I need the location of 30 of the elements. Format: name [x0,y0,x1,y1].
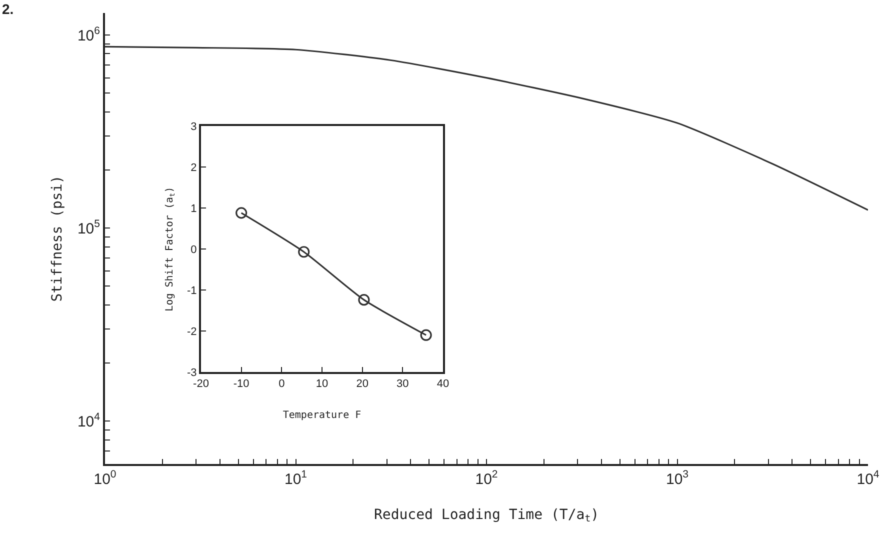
x-tick-label: -10 [233,378,250,390]
y-tick-label: -2 [187,326,197,338]
y-tick-label: 10$^{5}$ [77,218,100,238]
point [420,329,432,341]
x-tick-label: 20 [356,378,368,390]
y-tick-label: 2 [190,162,197,174]
y-tick-label: 3 [190,120,197,133]
x-tick-label: 40 [436,378,450,390]
x-tick-label: 10 [316,378,328,390]
x-tick-label: -20 [193,378,209,390]
x-axis-title: Reduced Loading Time (T/a$_{t}$) [374,506,600,525]
y-tick-label: -3 [187,366,197,379]
x-tick-label: 10$^{0}$ [94,468,116,488]
text: 2. [2,1,14,17]
x-tick-label: 10$^{2}$ [475,468,498,488]
y-tick-label: -1 [187,284,197,297]
y-tick-label: 1 [190,202,197,215]
x-tick-label: 30 [396,378,409,390]
y-tick-label: 10$^{6}$ [77,24,100,44]
x-tick-label: 10$^{4}$ [856,468,880,488]
y-axis-title: Stiffness (psi) [50,175,66,302]
x-axis-title: Temperature F [282,410,362,422]
point [298,246,310,258]
x-tick-label: 10$^{1}$ [284,468,308,488]
x-tick-label: 0 [278,378,285,390]
point [358,294,370,306]
y-tick-label: 10$^{4}$ [77,411,100,430]
x-tick-label: 10$^{3}$ [666,468,689,488]
point [236,207,248,219]
y-tick-label: 0 [190,244,197,256]
